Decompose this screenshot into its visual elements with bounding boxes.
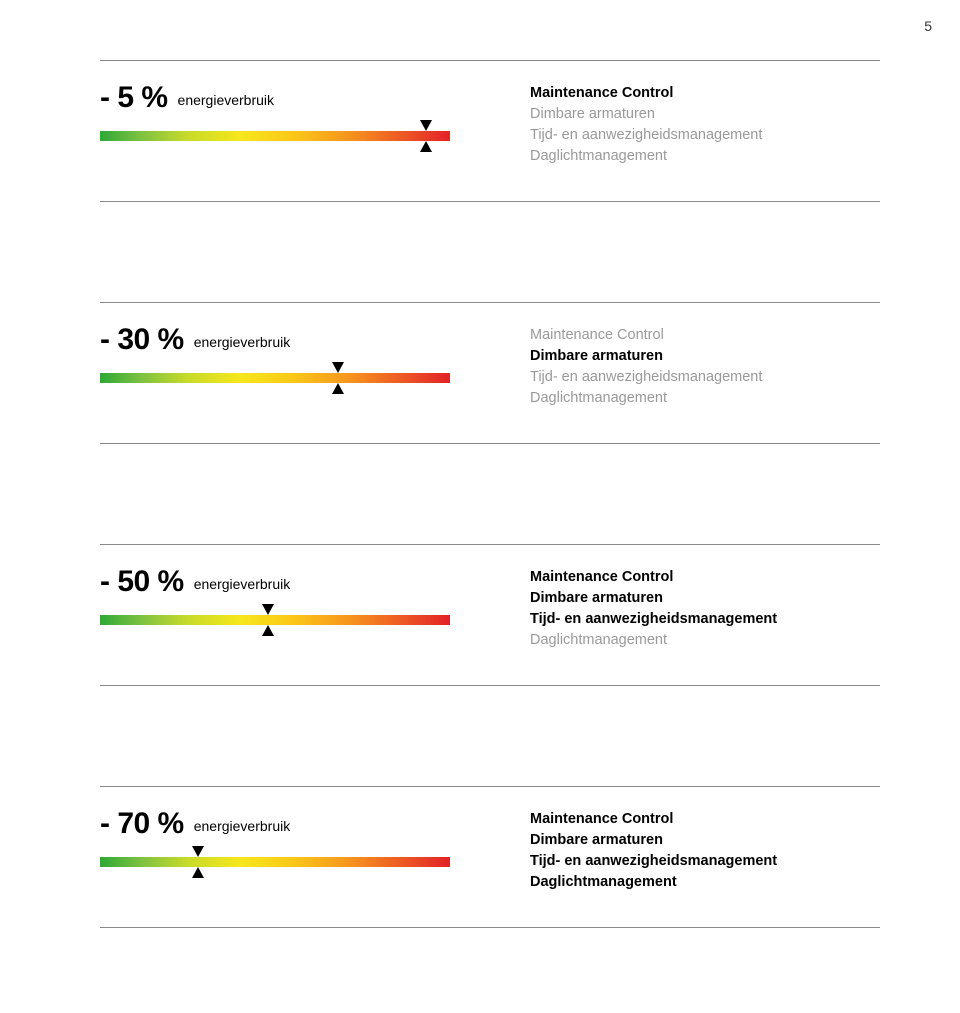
feature-item: Dimbare armaturen: [530, 830, 880, 851]
feature-list: Maintenance Control Dimbare armaturen Ti…: [530, 809, 880, 893]
feature-column: Maintenance Control Dimbare armaturen Ti…: [530, 323, 880, 409]
feature-item: Maintenance Control: [530, 325, 880, 346]
percent-label: energieverbruik: [194, 818, 291, 834]
gradient-bar: [100, 615, 450, 625]
feature-item: Daglichtmanagement: [530, 388, 880, 409]
left-column: - 50 % energieverbruik: [100, 565, 480, 635]
marker-bottom-icon: [262, 625, 274, 636]
marker-bottom-icon: [192, 867, 204, 878]
marker-bottom-icon: [332, 383, 344, 394]
percent-row: - 5 % energieverbruik: [100, 81, 480, 115]
feature-item: Tijd- en aanwezigheidsmanagement: [530, 851, 880, 872]
feature-item: Daglichtmanagement: [530, 872, 880, 893]
percent-value: - 70 %: [100, 807, 184, 841]
feature-item: Daglichtmanagement: [530, 146, 880, 167]
energy-section: - 70 % energieverbruik Maintenance Contr…: [100, 786, 880, 928]
gradient-bar: [100, 373, 450, 383]
gradient-bar-wrap: [100, 847, 450, 877]
marker-top-icon: [420, 120, 432, 131]
percent-label: energieverbruik: [178, 92, 275, 108]
feature-item: Maintenance Control: [530, 809, 880, 830]
left-column: - 5 % energieverbruik: [100, 81, 480, 151]
gradient-bar: [100, 131, 450, 141]
energy-section: - 50 % energieverbruik Maintenance Contr…: [100, 544, 880, 686]
feature-item: Maintenance Control: [530, 567, 880, 588]
feature-list: Maintenance Control Dimbare armaturen Ti…: [530, 567, 880, 651]
marker-bottom-icon: [420, 141, 432, 152]
left-column: - 30 % energieverbruik: [100, 323, 480, 393]
feature-item: Daglichtmanagement: [530, 630, 880, 651]
feature-column: Maintenance Control Dimbare armaturen Ti…: [530, 565, 880, 651]
marker-top-icon: [192, 846, 204, 857]
feature-list: Maintenance Control Dimbare armaturen Ti…: [530, 83, 880, 167]
percent-value: - 30 %: [100, 323, 184, 357]
marker-top-icon: [332, 362, 344, 373]
feature-item: Maintenance Control: [530, 83, 880, 104]
page-number: 5: [924, 18, 932, 34]
gradient-bar-wrap: [100, 605, 450, 635]
left-column: - 70 % energieverbruik: [100, 807, 480, 877]
gradient-bar-wrap: [100, 363, 450, 393]
percent-value: - 5 %: [100, 81, 168, 115]
feature-item: Tijd- en aanwezigheidsmanagement: [530, 609, 880, 630]
feature-item: Dimbare armaturen: [530, 104, 880, 125]
feature-item: Tijd- en aanwezigheidsmanagement: [530, 125, 880, 146]
marker-top-icon: [262, 604, 274, 615]
feature-column: Maintenance Control Dimbare armaturen Ti…: [530, 81, 880, 167]
percent-label: energieverbruik: [194, 576, 291, 592]
gradient-bar-wrap: [100, 121, 450, 151]
feature-list: Maintenance Control Dimbare armaturen Ti…: [530, 325, 880, 409]
feature-item: Dimbare armaturen: [530, 346, 880, 367]
feature-column: Maintenance Control Dimbare armaturen Ti…: [530, 807, 880, 893]
feature-item: Dimbare armaturen: [530, 588, 880, 609]
percent-label: energieverbruik: [194, 334, 291, 350]
percent-row: - 50 % energieverbruik: [100, 565, 480, 599]
percent-row: - 30 % energieverbruik: [100, 323, 480, 357]
energy-section: - 30 % energieverbruik Maintenance Contr…: [100, 302, 880, 444]
feature-item: Tijd- en aanwezigheidsmanagement: [530, 367, 880, 388]
gradient-bar: [100, 857, 450, 867]
percent-value: - 50 %: [100, 565, 184, 599]
percent-row: - 70 % energieverbruik: [100, 807, 480, 841]
energy-section: - 5 % energieverbruik Maintenance Contro…: [100, 60, 880, 202]
